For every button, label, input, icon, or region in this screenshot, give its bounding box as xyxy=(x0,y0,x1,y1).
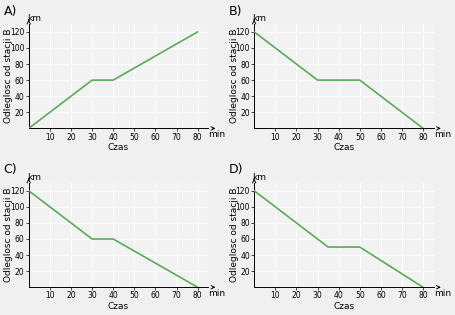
Text: km: km xyxy=(253,14,266,23)
X-axis label: Czas: Czas xyxy=(108,143,129,152)
Text: min: min xyxy=(208,289,225,298)
Text: A): A) xyxy=(4,4,17,18)
Text: C): C) xyxy=(4,163,17,176)
Text: min: min xyxy=(434,130,451,140)
Y-axis label: Odleglosc od stacji B: Odleglosc od stacji B xyxy=(230,188,238,282)
Y-axis label: Odleglosc od stacji B: Odleglosc od stacji B xyxy=(230,29,238,123)
Text: D): D) xyxy=(229,163,243,176)
Y-axis label: Odleglosc od stacji B: Odleglosc od stacji B xyxy=(4,29,13,123)
Text: km: km xyxy=(27,173,41,182)
X-axis label: Czas: Czas xyxy=(334,302,354,311)
Text: km: km xyxy=(253,173,266,182)
Text: min: min xyxy=(208,130,225,140)
X-axis label: Czas: Czas xyxy=(108,302,129,311)
Y-axis label: Odleglosc od stacji B: Odleglosc od stacji B xyxy=(4,188,13,282)
Text: min: min xyxy=(434,289,451,298)
Text: km: km xyxy=(27,14,41,23)
X-axis label: Czas: Czas xyxy=(334,143,354,152)
Text: B): B) xyxy=(229,4,243,18)
